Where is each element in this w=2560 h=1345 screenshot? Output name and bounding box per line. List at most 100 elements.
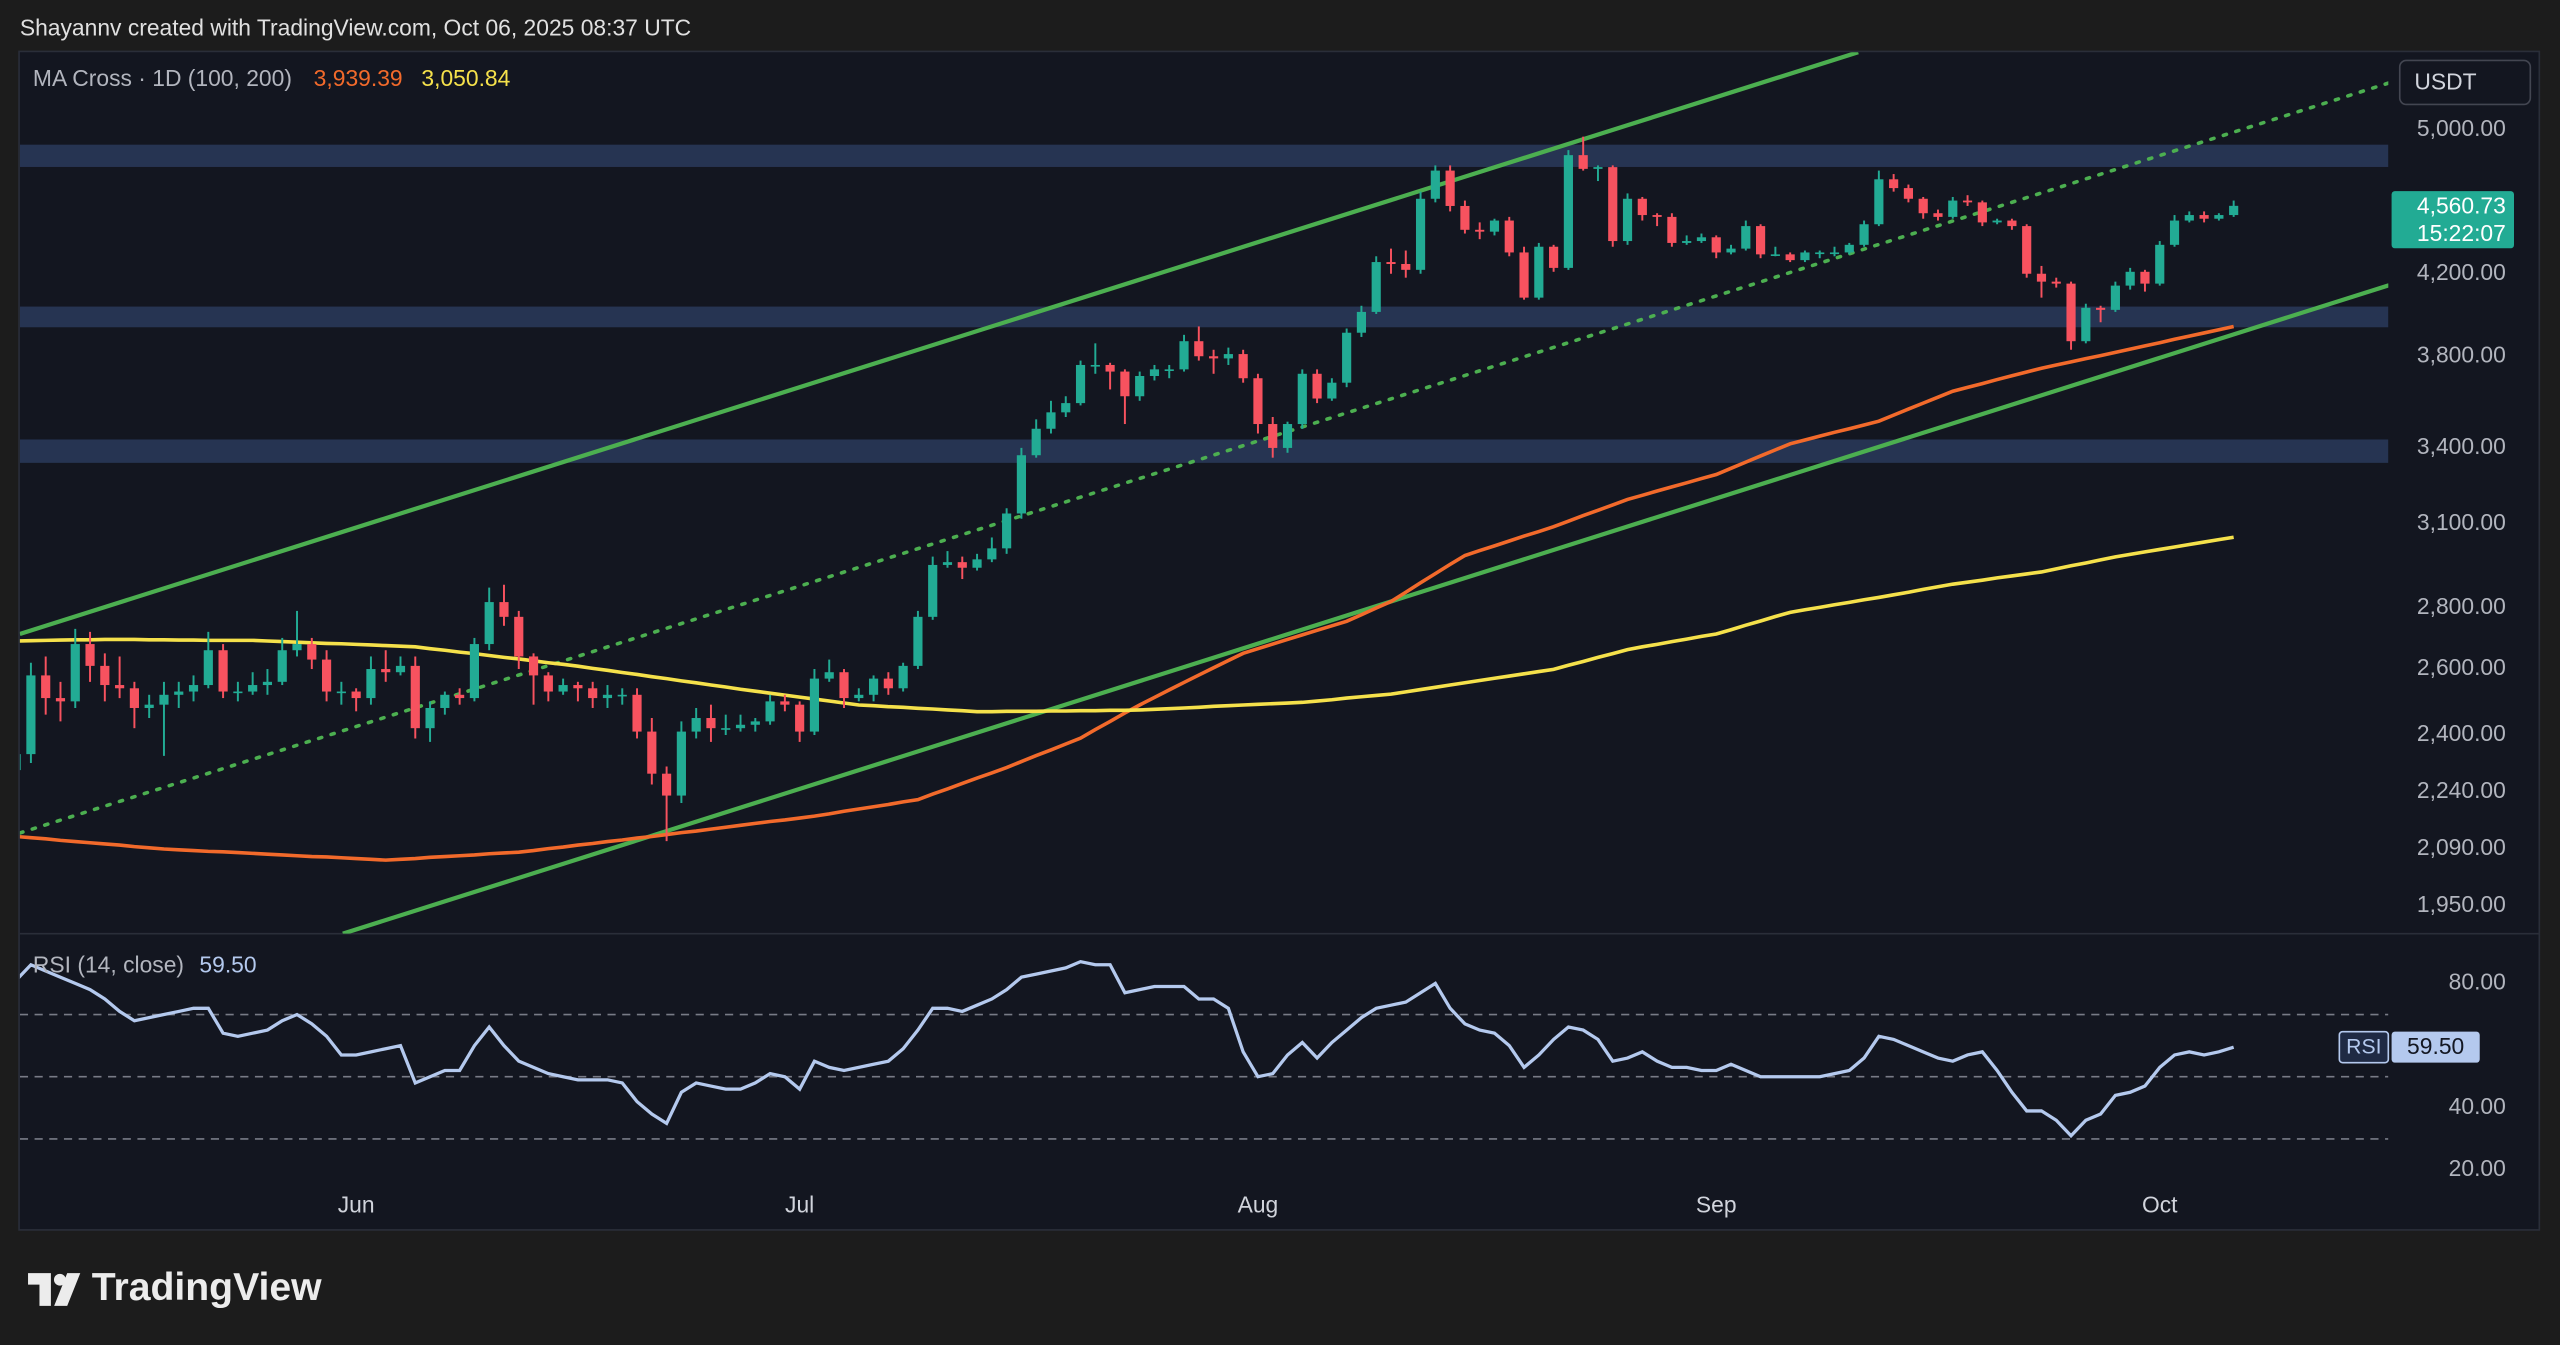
candle-body [1815, 252, 1825, 255]
candle-body [19, 754, 21, 771]
y-tick-label: 2,240.00 [2417, 777, 2506, 803]
rsi-tag: RSI [2346, 1036, 2381, 1059]
y-tick-label: 2,800.00 [2417, 593, 2506, 619]
candle-body [809, 678, 820, 732]
candle-body [1327, 382, 1337, 399]
candle-body [765, 701, 775, 722]
rsi-pane [19, 959, 2389, 1140]
candle-body [839, 672, 849, 699]
y-tick-label: 1,950.00 [2417, 891, 2506, 917]
candle-body [1844, 244, 1854, 253]
candle-body [262, 681, 273, 686]
trendline [342, 283, 2389, 934]
candle-body [795, 704, 805, 732]
candle-body [1031, 428, 1041, 456]
candle-body [381, 669, 391, 673]
candle-body [1075, 364, 1086, 404]
indicator-value: 3,050.84 [421, 65, 510, 91]
candle-body [1268, 424, 1278, 448]
candle-body [2140, 271, 2150, 284]
candle-body [1445, 170, 1455, 206]
currency: USDT [2414, 68, 2476, 94]
candle-body [2184, 215, 2194, 221]
candle-body [499, 602, 509, 617]
candle-body [144, 704, 154, 708]
candle-body [1120, 371, 1130, 397]
candle-body [1223, 354, 1233, 359]
candle-body [1977, 202, 1987, 223]
indicator-title: RSI (14, close) [33, 951, 184, 977]
candle-body [691, 718, 701, 732]
candle-body [1992, 220, 2002, 223]
candle-body [425, 707, 435, 729]
y-tick-label: 3,400.00 [2417, 433, 2506, 459]
last-price-tag [2391, 191, 2515, 249]
candle-body [366, 669, 376, 699]
rsi-value-tag [2391, 1031, 2480, 1063]
candle-body [1933, 213, 1943, 217]
candle-body [1194, 341, 1204, 357]
x-tick-label: Sep [1696, 1191, 1737, 1217]
candle-body [1637, 198, 1647, 216]
candle-body [1534, 246, 1544, 298]
y-tick-label: 2,090.00 [2417, 834, 2506, 860]
candle-body [292, 644, 302, 651]
candle-body [1135, 376, 1145, 397]
candle-body [617, 694, 627, 697]
candle-body [1800, 252, 1810, 261]
candle-body [1504, 220, 1514, 253]
candle-body [1608, 167, 1618, 242]
candle-body [543, 675, 553, 692]
indicator-value: 59.50 [199, 951, 256, 977]
y-tick-label: 3,100.00 [2417, 509, 2506, 535]
candle-body [2125, 271, 2135, 286]
candle-body [1962, 200, 1973, 203]
candle-body [395, 665, 406, 673]
candle-body [957, 562, 967, 568]
candle-body [307, 644, 317, 660]
candle-body [868, 678, 879, 695]
y-tick-label: 2,400.00 [2417, 720, 2506, 746]
candle-body [1002, 513, 1012, 549]
y-tick-label: 40.00 [2449, 1093, 2506, 1119]
candle-body [188, 685, 199, 692]
candle-body [972, 559, 982, 568]
candle-body [1726, 248, 1736, 253]
candle-body [1756, 226, 1766, 255]
candle-body [1253, 378, 1263, 425]
indicator-value: 3,939.39 [314, 65, 403, 91]
candle-body [233, 691, 243, 694]
candle-body [159, 694, 169, 705]
brand-logo [28, 1273, 81, 1306]
candle-body [1386, 262, 1396, 264]
candle-body [1238, 354, 1248, 379]
candle-body [2022, 226, 2032, 274]
candle-body [898, 665, 908, 689]
candle-body [913, 616, 923, 666]
candle-body [277, 650, 287, 682]
candle-body [706, 718, 716, 729]
candle-body [1682, 241, 1692, 243]
x-tick-label: Oct [2142, 1191, 2178, 1217]
candle-body [1282, 424, 1293, 448]
countdown: 15:22:07 [2417, 220, 2506, 246]
candle-body [55, 698, 66, 702]
main-pane [19, 52, 2389, 934]
candle-body [1046, 412, 1056, 429]
candle-body [1918, 198, 1928, 214]
candle-body [2081, 307, 2091, 342]
candle-body [1667, 216, 1677, 243]
candle-body [1711, 237, 1721, 253]
candle-body [676, 731, 686, 796]
candle-body [1061, 403, 1071, 413]
candle-body [26, 675, 36, 755]
candle-body [1563, 155, 1573, 268]
candle-body [573, 685, 583, 689]
zone [19, 144, 2389, 167]
candle-body [1401, 263, 1411, 270]
candle-body [942, 562, 953, 565]
candle-body [1105, 364, 1115, 372]
candle-body [1519, 252, 1529, 298]
candle-body [928, 564, 938, 617]
